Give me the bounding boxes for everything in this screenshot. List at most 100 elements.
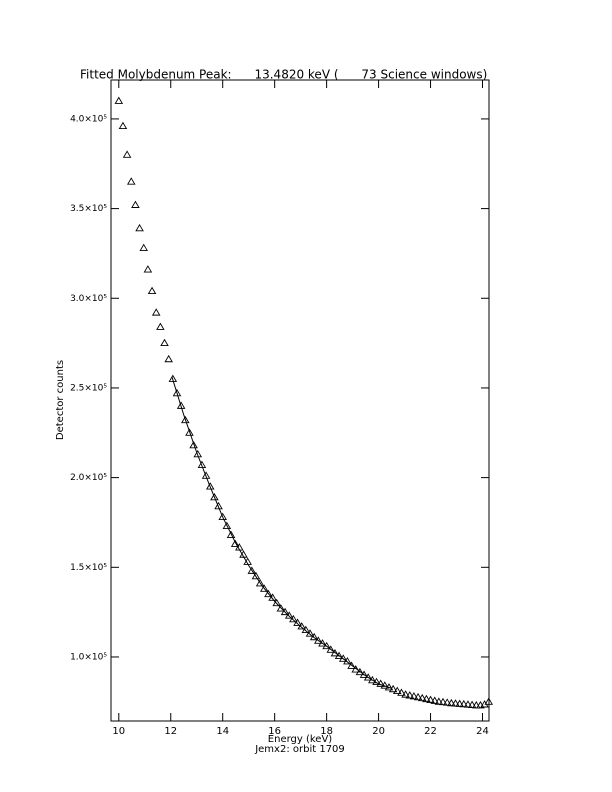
data-point	[197, 460, 207, 469]
data-point	[176, 401, 186, 409]
data-point	[135, 223, 144, 232]
x-axis-label: Energy (keV)	[268, 734, 333, 745]
y-tick-label: 1.0×10⁵	[70, 652, 107, 662]
fit-line	[171, 377, 392, 689]
data-point	[330, 648, 340, 657]
x-tick-label: 24	[476, 726, 489, 737]
data-point	[459, 699, 469, 708]
data-point	[301, 625, 311, 634]
y-tick-label: 3.0×10⁵	[70, 294, 107, 304]
data-point	[226, 530, 236, 538]
y-tick-label: 3.5×10⁵	[70, 204, 107, 214]
data-point	[297, 622, 306, 630]
data-point	[247, 566, 257, 574]
data-point	[164, 354, 173, 363]
data-point	[455, 699, 464, 707]
x-tick-label: 14	[216, 726, 229, 737]
data-point	[160, 338, 169, 347]
data-point	[272, 598, 282, 607]
data-point	[255, 579, 265, 587]
data-point	[322, 641, 331, 650]
x-tick-label: 16	[268, 726, 281, 737]
data-point	[401, 690, 410, 698]
data-point	[264, 589, 273, 598]
y-tick-label: 2.0×10⁵	[70, 473, 107, 483]
data-point	[156, 322, 165, 330]
plot-frame	[110, 79, 490, 722]
data-point	[114, 96, 124, 104]
data-point	[447, 698, 456, 707]
x-tick-label: 18	[320, 726, 333, 737]
data-point	[334, 651, 344, 660]
data-point	[168, 374, 178, 382]
data-point	[151, 308, 161, 316]
data-point	[467, 700, 477, 708]
data-point	[484, 697, 494, 705]
data-point	[259, 584, 269, 592]
x-tick-label: 12	[164, 726, 177, 737]
data-point	[201, 471, 211, 479]
y-tick-label: 4.0×10⁵	[70, 114, 107, 124]
x-tick-label: 10	[112, 726, 125, 737]
data-point	[218, 512, 227, 521]
data-point	[368, 675, 377, 684]
data-point	[289, 614, 298, 623]
data-point	[147, 286, 157, 295]
data-point	[189, 440, 198, 449]
data-point	[326, 645, 336, 653]
data-point	[426, 695, 435, 703]
chart-title: Fitted Molybdenum Peak: 13.4820 keV ( 73…	[80, 68, 487, 82]
data-point	[438, 697, 448, 706]
data-point	[318, 639, 327, 647]
x-tick-label: 20	[372, 726, 385, 737]
data-point	[251, 571, 261, 580]
data-point	[193, 449, 203, 458]
data-point	[276, 604, 286, 612]
data-point	[409, 692, 419, 700]
data-point	[305, 629, 315, 637]
data-point	[210, 492, 219, 501]
data-point	[293, 618, 302, 626]
data-point	[205, 482, 215, 490]
data-point	[222, 521, 232, 529]
y-tick-label: 2.5×10⁵	[70, 383, 107, 393]
data-point	[442, 698, 452, 706]
data-point	[172, 388, 182, 397]
data-point	[131, 200, 140, 208]
data-point	[434, 697, 444, 705]
data-point	[413, 692, 423, 701]
data-point	[230, 539, 240, 547]
data-point	[214, 501, 223, 510]
data-point	[430, 696, 439, 704]
y-axis-label: Detector counts	[55, 360, 66, 440]
data-point	[463, 700, 473, 708]
data-point	[338, 654, 348, 662]
data-point	[284, 611, 294, 619]
data-point	[347, 661, 356, 669]
data-point	[376, 679, 385, 687]
note: Jemx2: orbit 1709	[254, 744, 345, 755]
data-point	[397, 688, 406, 696]
data-point	[280, 607, 290, 616]
data-point	[422, 694, 431, 703]
data-point	[118, 121, 128, 130]
data-point	[139, 243, 149, 252]
data-point	[405, 691, 415, 699]
data-point	[122, 150, 132, 158]
data-point	[359, 670, 369, 678]
y-tick-label: 1.5×10⁵	[70, 563, 107, 573]
data-point	[451, 699, 460, 707]
data-point	[471, 701, 481, 709]
data-point	[393, 686, 402, 694]
data-point	[143, 265, 153, 273]
x-tick-label: 22	[424, 726, 437, 737]
data-point	[126, 177, 136, 185]
data-point	[185, 428, 194, 436]
data-point	[314, 636, 323, 644]
data-point	[417, 693, 427, 702]
data-point	[181, 415, 190, 424]
data-point	[363, 673, 373, 681]
data-point	[355, 667, 365, 676]
